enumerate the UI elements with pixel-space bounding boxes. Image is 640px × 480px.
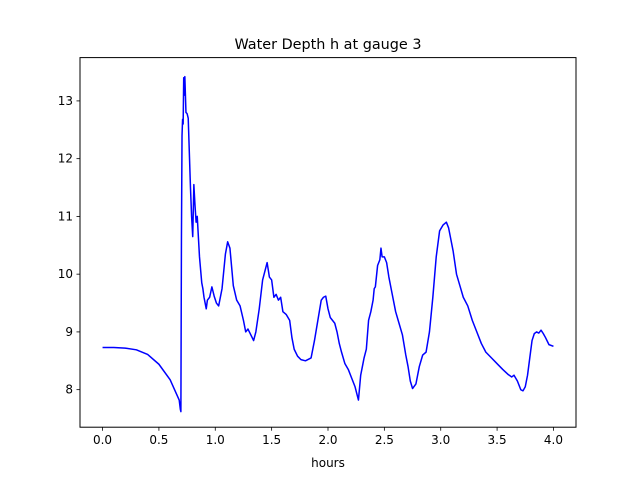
y-tick-label: 12 xyxy=(58,152,73,166)
y-tick-label: 10 xyxy=(58,267,73,281)
x-tick-label: 0.0 xyxy=(93,433,112,447)
series-line-0 xyxy=(102,75,554,413)
x-tick-label: 2.0 xyxy=(318,433,337,447)
axes-frame xyxy=(79,57,577,428)
x-tick-label: 4.0 xyxy=(544,433,563,447)
y-tick-label: 13 xyxy=(58,94,73,108)
y-tick-label: 11 xyxy=(58,209,73,223)
y-tick-label: 8 xyxy=(65,383,73,397)
x-tick-label: 1.0 xyxy=(206,433,225,447)
x-axis-label: hours xyxy=(311,456,345,470)
x-tick-label: 3.5 xyxy=(488,433,507,447)
chart-title: Water Depth h at gauge 3 xyxy=(234,37,421,53)
x-tick-label: 2.5 xyxy=(375,433,394,447)
series-layer xyxy=(102,75,554,413)
x-tick-label: 1.5 xyxy=(262,433,281,447)
x-tick-label: 0.5 xyxy=(149,433,168,447)
ticks-layer: 0.0 0.5 1.0 1.5 2.0 2.5 3.0 3.5 4.0 8 9 10 11 12 13 xyxy=(58,94,563,447)
x-tick-label: 3.0 xyxy=(431,433,450,447)
y-tick-label: 9 xyxy=(65,325,73,339)
